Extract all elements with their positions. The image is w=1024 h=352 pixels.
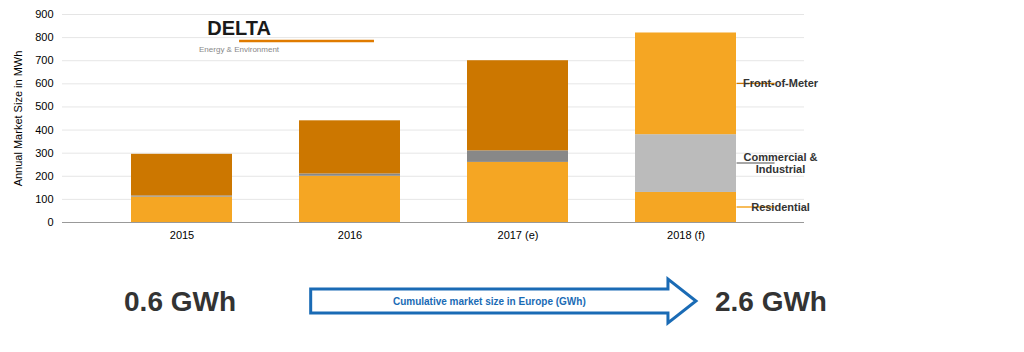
svg-text:900: 900 bbox=[35, 8, 53, 20]
svg-text:2016: 2016 bbox=[338, 229, 362, 241]
svg-text:0: 0 bbox=[47, 216, 53, 228]
svg-text:2015: 2015 bbox=[170, 229, 194, 241]
svg-text:100: 100 bbox=[35, 193, 53, 205]
svg-text:2017 (e): 2017 (e) bbox=[498, 229, 539, 241]
svg-text:Annual Market Size in MWh: Annual Market Size in MWh bbox=[12, 51, 24, 187]
svg-text:300: 300 bbox=[35, 147, 53, 159]
svg-text:400: 400 bbox=[35, 124, 53, 136]
svg-text:0.6 GWh: 0.6 GWh bbox=[124, 286, 236, 317]
svg-text:DELTA: DELTA bbox=[207, 17, 271, 39]
svg-text:500: 500 bbox=[35, 100, 53, 112]
svg-text:Commercial &Industrial: Commercial &Industrial bbox=[744, 151, 818, 176]
svg-text:800: 800 bbox=[35, 31, 53, 43]
svg-text:600: 600 bbox=[35, 77, 53, 89]
svg-text:2018 (f): 2018 (f) bbox=[667, 229, 705, 241]
svg-text:Residential: Residential bbox=[751, 201, 810, 213]
svg-text:2.6 GWh: 2.6 GWh bbox=[715, 286, 827, 317]
svg-text:200: 200 bbox=[35, 170, 53, 182]
svg-text:Front-of-Meter: Front-of-Meter bbox=[743, 77, 819, 89]
svg-text:Energy & Environment: Energy & Environment bbox=[199, 45, 280, 54]
svg-text:Cumulative market size in Euro: Cumulative market size in Europe (GWh) bbox=[393, 296, 586, 307]
svg-text:700: 700 bbox=[35, 54, 53, 66]
